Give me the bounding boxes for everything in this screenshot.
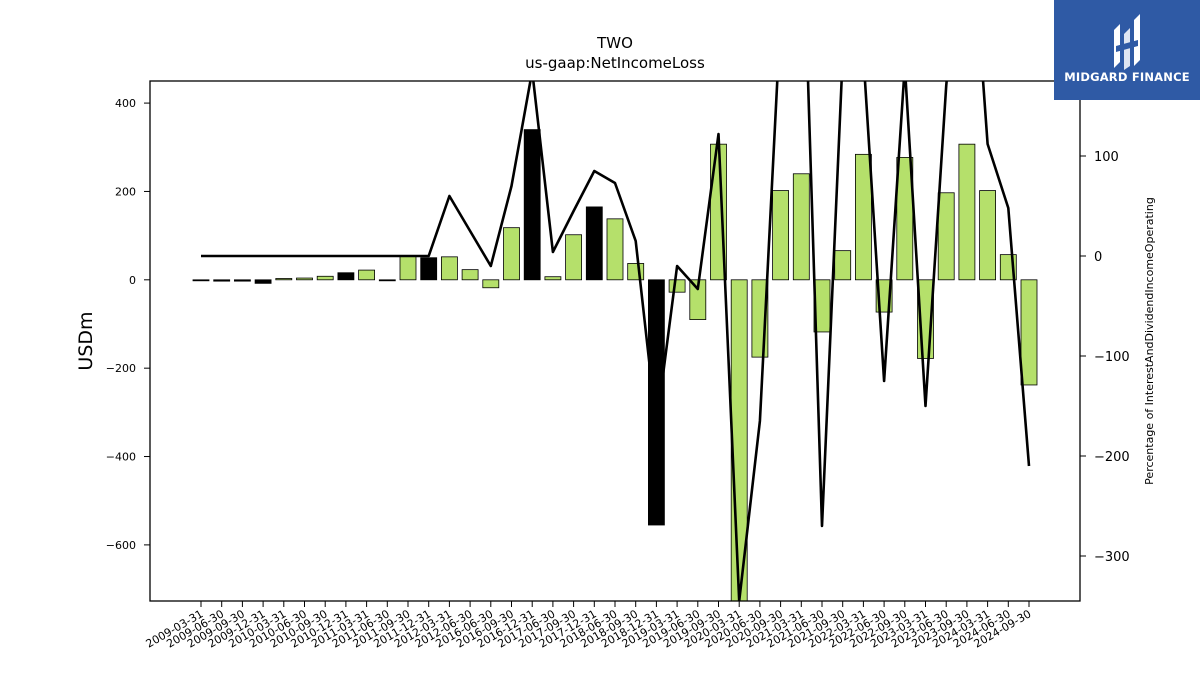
chart-title: TWO bbox=[596, 34, 633, 52]
left-tick-label: −200 bbox=[106, 362, 136, 375]
bar bbox=[565, 234, 582, 281]
brand-name: MIDGARD FINANCE bbox=[1064, 70, 1190, 84]
right-tick-label: 0 bbox=[1094, 250, 1102, 265]
bar bbox=[420, 257, 438, 281]
right-tick-label: −200 bbox=[1094, 450, 1130, 465]
bar bbox=[482, 279, 500, 289]
right-axis-ticks: 100 0 −100 −200 −300 bbox=[1080, 150, 1130, 565]
bar bbox=[523, 129, 541, 281]
midgard-logo-icon bbox=[1114, 14, 1140, 70]
bar bbox=[337, 272, 355, 281]
left-tick-label: 200 bbox=[115, 185, 136, 198]
bar bbox=[461, 269, 479, 281]
bar bbox=[772, 190, 789, 281]
left-tick-label: −400 bbox=[106, 451, 136, 464]
bar bbox=[544, 276, 562, 281]
bar bbox=[937, 192, 955, 281]
left-axis-ticks: 400 200 0 −200 −400 −600 bbox=[106, 97, 150, 552]
bar bbox=[585, 206, 603, 281]
line-series bbox=[201, 81, 1031, 601]
bar bbox=[316, 275, 334, 281]
line-path bbox=[201, 81, 1031, 601]
bar bbox=[213, 279, 231, 282]
bar bbox=[606, 218, 624, 281]
bar bbox=[834, 250, 852, 281]
right-tick-label: −100 bbox=[1094, 350, 1130, 365]
bar bbox=[233, 279, 251, 282]
bar bbox=[254, 279, 272, 284]
right-tick-label: −300 bbox=[1094, 550, 1130, 565]
bar bbox=[627, 263, 645, 281]
bar bbox=[1020, 279, 1038, 386]
bar bbox=[668, 279, 686, 293]
left-tick-label: 400 bbox=[115, 97, 136, 110]
left-tick-label: 0 bbox=[129, 274, 136, 287]
bar bbox=[440, 256, 458, 281]
bar bbox=[275, 278, 293, 281]
bar-series bbox=[192, 129, 1038, 601]
bar bbox=[979, 190, 996, 281]
y-axis-label: USDm bbox=[75, 311, 97, 370]
bar bbox=[296, 277, 313, 281]
right-tick-label: 100 bbox=[1094, 150, 1119, 165]
bar bbox=[792, 173, 810, 281]
brand-logo: MIDGARD FINANCE bbox=[1054, 0, 1200, 100]
bar bbox=[378, 279, 396, 282]
chart-subtitle: us-gaap:NetIncomeLoss bbox=[525, 54, 705, 72]
bar bbox=[192, 279, 210, 282]
bar bbox=[358, 269, 376, 281]
bar bbox=[503, 227, 520, 281]
bar bbox=[648, 279, 665, 526]
x-axis-ticks: 2009-03-312009-06-302009-09-302009-12-31… bbox=[144, 601, 1034, 651]
bar bbox=[855, 153, 872, 281]
bar bbox=[399, 255, 417, 281]
left-tick-label: −600 bbox=[106, 539, 136, 552]
y2-axis-label: Percentage of InterestAndDividendIncomeO… bbox=[1143, 197, 1156, 485]
bar bbox=[958, 143, 976, 281]
